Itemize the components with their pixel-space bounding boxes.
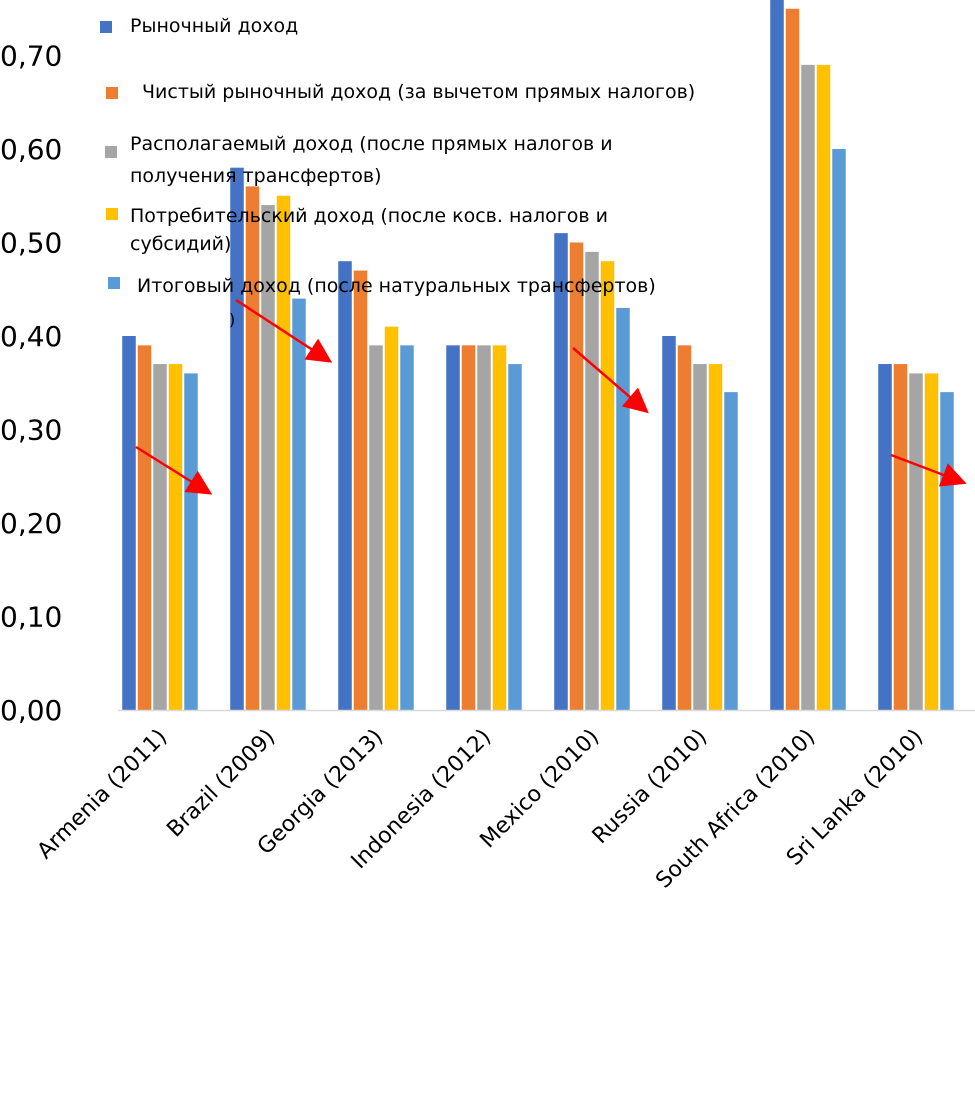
- bar: [770, 0, 784, 711]
- legend-swatch: [108, 277, 120, 289]
- y-tick-label: 0,40: [0, 320, 62, 353]
- legend-item: Рыночный доход: [100, 15, 298, 37]
- y-tick-label: 0,00: [0, 694, 62, 727]
- bar: [353, 270, 368, 710]
- bar: [122, 336, 136, 710]
- trend-arrow-armenia: [135, 445, 213, 495]
- bar: [338, 261, 352, 710]
- trend-arrow-brazil: [235, 298, 333, 363]
- bar: [184, 373, 198, 710]
- bar: [909, 373, 923, 710]
- bar: [924, 373, 939, 710]
- y-tick-label: 0,60: [0, 133, 62, 166]
- bar: [492, 345, 507, 710]
- bar: [384, 326, 399, 710]
- bars: [122, 0, 954, 711]
- bar: [369, 345, 383, 710]
- bar: [400, 345, 414, 710]
- legend-item: Располагаемый доход (после прямых налого…: [105, 133, 613, 187]
- bar: [677, 345, 692, 710]
- bar: [832, 149, 846, 710]
- bar: [801, 64, 815, 711]
- legend-label: получения трансфертов): [130, 165, 382, 187]
- bar: [446, 345, 460, 710]
- bar: [477, 345, 491, 710]
- bar: [569, 242, 584, 710]
- bar: [878, 364, 892, 710]
- bar: [554, 233, 568, 710]
- bar: [585, 251, 599, 710]
- legend-item: Потребительский доход (после косв. налог…: [106, 205, 608, 255]
- legend-label: Рыночный доход: [130, 15, 298, 37]
- x-tick-label: Armenia (2011): [33, 725, 173, 865]
- x-tick-label: Brazil (2009): [162, 725, 280, 843]
- bar: [230, 167, 244, 710]
- y-tick-label: 0,70: [0, 40, 62, 73]
- legend-label: Располагаемый доход (после прямых налого…: [130, 133, 613, 155]
- legend-swatch: [106, 87, 118, 99]
- bar: [816, 64, 831, 711]
- legend-label: Итоговый доход (после натуральных трансф…: [137, 275, 656, 297]
- bar: [261, 205, 275, 710]
- x-tick-label: Russia (2010): [588, 725, 712, 849]
- bar: [693, 364, 707, 710]
- trend-arrow-mexico: [572, 347, 649, 414]
- y-tick-label: 0,20: [0, 507, 62, 540]
- bar: [893, 364, 908, 710]
- y-tick-label: 0,50: [0, 227, 62, 260]
- bar: [600, 261, 615, 710]
- bar: [292, 298, 306, 710]
- y-tick-label: 0,10: [0, 601, 62, 634]
- annotations: ): [135, 298, 967, 495]
- bar: [724, 392, 738, 710]
- stray-glyph: ): [229, 310, 235, 329]
- legend-swatch: [100, 21, 112, 33]
- bar: [708, 364, 723, 710]
- bar: [245, 186, 260, 710]
- legend-label: субсидий): [130, 233, 231, 255]
- bar: [276, 195, 291, 710]
- legend-label: Потребительский доход (после косв. налог…: [130, 205, 608, 227]
- legend-swatch: [105, 146, 117, 158]
- x-axis: Armenia (2011)Brazil (2009)Georgia (2013…: [33, 709, 975, 893]
- x-tick-label: Mexico (2010): [476, 725, 605, 854]
- y-axis: 0,000,100,200,300,400,500,600,700,800,90: [0, 40, 62, 728]
- bar: [137, 345, 152, 710]
- bar: [153, 364, 167, 710]
- y-tick-label: 0,30: [0, 414, 62, 447]
- bar: [461, 345, 476, 710]
- bar: [616, 307, 630, 710]
- bar: [662, 336, 676, 710]
- legend: Рыночный доход Чистый рыночный доход (за …: [100, 15, 695, 297]
- bar: [940, 392, 954, 710]
- bar: [785, 8, 800, 710]
- legend-swatch: [106, 208, 118, 220]
- bar: [508, 364, 522, 710]
- legend-label: Чистый рыночный доход (за вычетом прямых…: [142, 81, 695, 103]
- legend-item: Итоговый доход (после натуральных трансф…: [108, 275, 656, 297]
- legend-item: Чистый рыночный доход (за вычетом прямых…: [106, 81, 695, 103]
- bar: [168, 364, 183, 710]
- trend-arrow-sri-lanka: [890, 453, 967, 487]
